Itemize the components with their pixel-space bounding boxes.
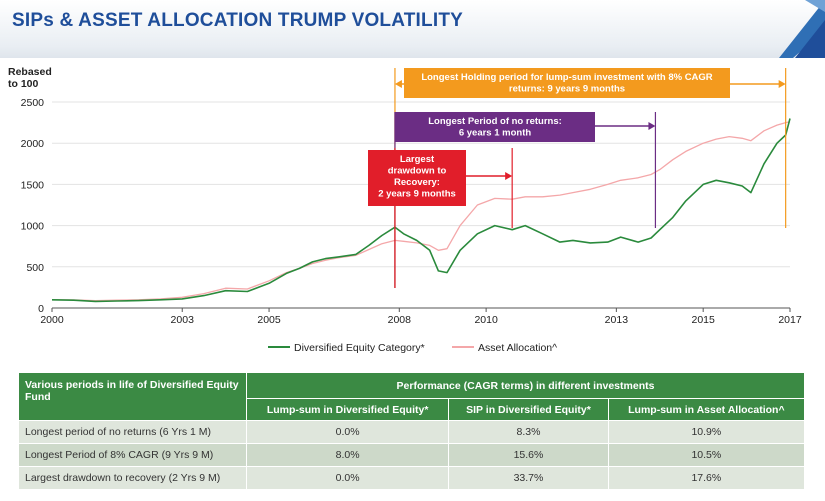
annotation-label-line: Longest Period of no returns: — [428, 116, 562, 127]
table-cell: 15.6% — [448, 443, 609, 467]
x-tick-label: 2010 — [474, 314, 498, 326]
table-row: Largest drawdown to recovery (2 Yrs 9 M)… — [18, 466, 806, 490]
y-axis-label-line: to 100 — [8, 78, 39, 90]
table-row: Longest Period of 8% CAGR (9 Yrs 9 M) 8.… — [18, 443, 806, 467]
annotation-box — [368, 150, 466, 206]
page-title: SIPs & ASSET ALLOCATION TRUMP VOLATILITY — [12, 10, 463, 31]
annotation-arrow-right — [648, 122, 656, 130]
x-tick-label: 2017 — [778, 314, 802, 326]
table-header-periods: Various periods in life of Diversified E… — [18, 372, 247, 421]
table-row-label: Longest period of no returns (6 Yrs 1 M) — [18, 420, 247, 444]
legend-label: Diversified Equity Category* — [294, 342, 425, 354]
series-line-1 — [51, 121, 791, 302]
y-tick-label: 0 — [38, 303, 44, 315]
table-cell: 17.6% — [607, 466, 806, 490]
annotation-label-line: Recovery: — [394, 177, 440, 188]
table-subheader-lumpsum-equity: Lump-sum in Diversified Equity* — [245, 398, 450, 421]
table-header-group: Performance (CAGR terms) in different in… — [246, 372, 805, 399]
y-axis-label-line: Rebased — [8, 66, 52, 78]
annotation-label-line: 2 years 9 months — [378, 189, 456, 200]
table-cell: 10.9% — [607, 420, 806, 444]
annotation-label-line: Longest Holding period for lump-sum inve… — [421, 72, 712, 83]
annotation-label-line: Largest — [400, 154, 435, 165]
table-row-label: Largest drawdown to recovery (2 Yrs 9 M) — [18, 466, 247, 490]
x-tick-label: 2000 — [40, 314, 64, 326]
table-cell: 0.0% — [245, 466, 450, 490]
y-tick-label: 1500 — [21, 179, 45, 191]
y-tick-label: 1000 — [21, 221, 45, 233]
table-row-label: Longest Period of 8% CAGR (9 Yrs 9 M) — [18, 443, 247, 467]
annotation-box — [395, 112, 595, 142]
x-tick-label: 2003 — [171, 314, 195, 326]
table-subheader-lumpsum-allocation: Lump-sum in Asset Allocation^ — [607, 398, 806, 421]
chart-series — [51, 118, 791, 303]
annotation-label-line: 6 years 1 month — [459, 128, 532, 139]
annotation-arrow-right — [778, 80, 786, 88]
header-band: SIPs & ASSET ALLOCATION TRUMP VOLATILITY — [0, 0, 825, 58]
table-cell: 10.5% — [607, 443, 806, 467]
annotation-label: Longest Holding period for lump-sum inve… — [421, 72, 712, 95]
table-cell: 0.0% — [245, 420, 450, 444]
annotation-label: Longest Period of no returns: 6 years 1 m… — [428, 116, 562, 139]
x-tick-label: 2013 — [605, 314, 629, 326]
y-tick-label: 2500 — [21, 97, 45, 109]
table-row: Longest period of no returns (6 Yrs 1 M)… — [18, 420, 806, 444]
x-tick-label: 2008 — [388, 314, 412, 326]
y-tick-label: 500 — [26, 262, 44, 274]
legend-label: Asset Allocation^ — [478, 342, 557, 354]
annotation-arrow-left — [394, 80, 402, 88]
chart-annotations: Longest Holding period for lump-sum inve… — [368, 68, 787, 288]
y-axis-label: Rebased to 100 — [8, 66, 52, 90]
table-cell: 8.0% — [245, 443, 450, 467]
annotation-label-line: drawdown to — [388, 166, 447, 177]
annotation-label: Largest drawdown to Recovery: 2 years 9 mon… — [378, 154, 456, 200]
series-line-0 — [51, 118, 791, 303]
annotation-arrow-right — [505, 172, 513, 180]
annotation-label-line: returns: 9 years 9 months — [509, 84, 625, 95]
x-tick-label: 2005 — [257, 314, 281, 326]
corner-graphic — [779, 0, 825, 58]
performance-table: Various periods in life of Diversified E… — [18, 372, 806, 490]
annotation-box — [404, 68, 730, 98]
y-tick-label: 2000 — [21, 138, 45, 150]
chart-legend: Diversified Equity Category* Asset Alloca… — [268, 342, 557, 354]
x-tick-label: 2015 — [691, 314, 715, 326]
table-cell: 33.7% — [448, 466, 609, 490]
table-cell: 8.3% — [448, 420, 609, 444]
table-subheader-sip-equity: SIP in Diversified Equity* — [448, 398, 609, 421]
